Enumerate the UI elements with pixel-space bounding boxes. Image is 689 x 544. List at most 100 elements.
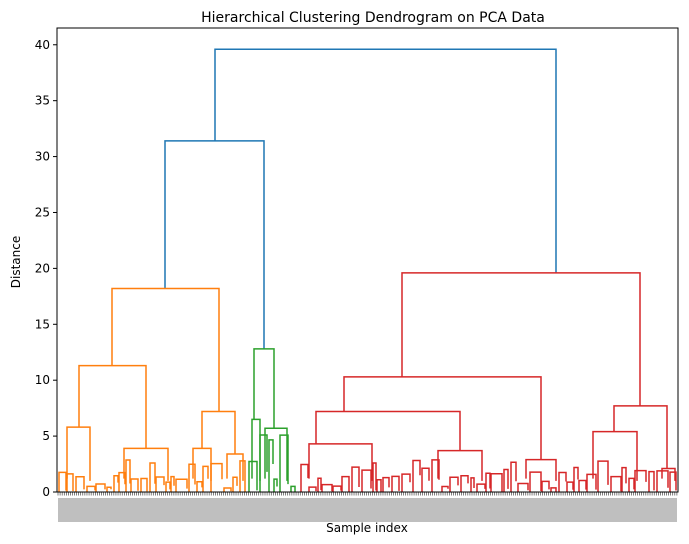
sub-link-0-11 (149, 462, 156, 492)
sub-link-1-4 (279, 434, 289, 492)
link-cluster-3-top (401, 272, 641, 406)
sub-link-2-29 (558, 471, 567, 492)
sub-link-0-2 (75, 475, 85, 492)
y-tick-label: 35 (35, 94, 50, 108)
sub-link-1-3 (273, 478, 278, 492)
x-leaf-label-band (58, 498, 677, 522)
link-left-branch (164, 140, 265, 349)
y-tick-label: 5 (42, 429, 50, 443)
link-cluster-1-a-right (123, 447, 169, 481)
sub-link-2-24 (510, 461, 517, 492)
x-axis-label: Sample index (326, 521, 408, 535)
link-cluster-2-top (253, 348, 275, 429)
sub-link-2-9 (376, 479, 382, 492)
sub-link-0-17 (196, 481, 203, 492)
sub-link-2-26 (529, 471, 542, 492)
link-cluster-1-b (201, 410, 236, 454)
sub-link-0-19 (210, 462, 223, 492)
sub-link-0-1 (66, 473, 74, 492)
sub-link-0-7 (118, 471, 126, 492)
sub-link-2-39 (648, 470, 655, 492)
sub-link-0-13 (165, 481, 171, 492)
sub-link-2-3 (321, 483, 333, 492)
sub-link-2-5 (341, 475, 350, 492)
sub-link-2-34 (597, 460, 609, 492)
chart-title: Hierarchical Clustering Dendrogram on PC… (201, 10, 545, 26)
link-cluster-3-a-left-r (437, 449, 483, 481)
sub-link-2-41 (669, 471, 677, 492)
sub-link-2-30 (566, 481, 574, 492)
link-cluster-2-a (251, 418, 261, 481)
sub-link-0-8 (125, 459, 131, 492)
sub-link-2-18 (460, 474, 469, 492)
sub-link-2-33 (586, 473, 597, 492)
sub-link-2-6 (351, 466, 360, 492)
sub-link-2-38 (634, 469, 647, 492)
link-cluster-1-top (111, 287, 220, 412)
link-cluster-1-b-right (226, 453, 244, 481)
sub-link-2-40 (656, 470, 669, 492)
sub-link-2-23 (503, 468, 509, 492)
sub-link-2-12 (401, 473, 411, 492)
y-tick-label: 20 (35, 261, 50, 275)
link-cluster-3-b-left (592, 430, 638, 481)
y-tick-label: 40 (35, 38, 50, 52)
link-cluster-1-a-left (66, 426, 91, 481)
sub-link-0-12 (155, 476, 165, 492)
sub-link-2-25 (517, 482, 529, 492)
y-tick-label: 30 (35, 150, 50, 164)
sub-link-2-8 (372, 462, 377, 492)
sub-link-2-14 (421, 467, 430, 492)
sub-link-0-10 (140, 477, 148, 492)
sub-link-2-16 (441, 485, 449, 492)
sub-link-0-14 (170, 475, 175, 492)
y-tick-label: 15 (35, 317, 50, 331)
sub-link-1-0 (248, 460, 258, 492)
link-cluster-3-a-left-l (308, 443, 373, 481)
sub-link-2-17 (449, 476, 459, 492)
sub-link-2-10 (382, 476, 390, 492)
plot-frame (56, 27, 679, 493)
link-cluster-1-a (78, 364, 147, 449)
sub-link-2-1 (308, 486, 317, 492)
sub-link-0-4 (95, 483, 106, 492)
sub-link-2-27 (541, 480, 550, 492)
sub-link-2-35 (610, 475, 622, 492)
sub-link-2-19 (470, 477, 475, 492)
link-cluster-3-a-left (315, 410, 461, 451)
leaf-ticks (57, 492, 678, 522)
dendrogram-links (58, 48, 677, 492)
sub-link-2-7 (361, 469, 372, 492)
sub-link-0-21 (232, 476, 238, 492)
link-root (214, 48, 557, 273)
y-axis: 0 5 10 15 20 25 30 35 40 (35, 38, 57, 499)
sub-link-2-37 (628, 477, 635, 492)
link-cluster-2-b (264, 427, 288, 481)
sub-link-2-13 (412, 459, 421, 492)
sub-link-2-4 (332, 485, 342, 492)
sub-link-0-18 (202, 465, 209, 492)
sub-link-0-15 (175, 478, 188, 492)
sub-link-2-2 (317, 477, 322, 492)
sub-link-2-36 (621, 466, 627, 492)
sub-link-2-31 (573, 466, 579, 492)
sub-link-2-0 (300, 463, 309, 492)
y-tick-label: 0 (42, 485, 50, 499)
sub-link-2-20 (476, 483, 486, 492)
sub-link-1-5 (290, 485, 296, 492)
sub-link-2-11 (391, 475, 400, 492)
sub-link-0-3 (86, 485, 96, 492)
sub-link-2-21 (485, 472, 491, 492)
sub-link-1-1 (259, 434, 268, 492)
sub-link-0-6 (113, 474, 119, 492)
link-cluster-3-a (343, 376, 542, 460)
sub-link-2-15 (431, 459, 440, 492)
link-cluster-3-a-right (525, 458, 557, 481)
sub-link-1-2 (268, 439, 274, 492)
sub-link-0-5 (106, 486, 112, 492)
link-cluster-3-b-right (661, 467, 676, 481)
sub-link-0-20 (223, 487, 232, 492)
sub-link-2-32 (578, 479, 587, 492)
sub-link-2-28 (550, 487, 557, 492)
